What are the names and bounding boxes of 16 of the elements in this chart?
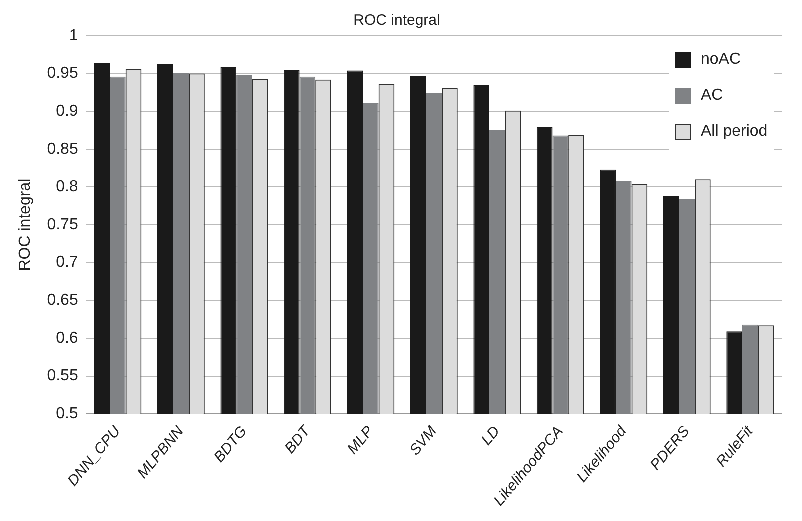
y-tick-label: 0.7 — [56, 254, 78, 272]
y-tick-label: 0.65 — [47, 292, 78, 310]
chart-title: ROC integral — [354, 12, 440, 30]
legend-label: noAC — [701, 51, 742, 69]
y-tick-label: 0.9 — [56, 103, 78, 120]
y-tick-label: 0.5 — [56, 405, 78, 422]
legend-label: All period — [701, 123, 768, 141]
y-tick-label: 1 — [69, 27, 78, 44]
y-tick-label: 0.6 — [56, 330, 78, 347]
legend-label: AC — [701, 87, 724, 105]
y-tick-label: 0.8 — [56, 178, 78, 196]
y-tick-label: 0.95 — [47, 65, 78, 82]
y-tick-label: 0.75 — [47, 216, 78, 234]
y-tick-label: 0.85 — [47, 140, 78, 158]
y-axis-title: ROC integral — [17, 178, 34, 272]
y-tick-label: 0.55 — [47, 368, 78, 385]
